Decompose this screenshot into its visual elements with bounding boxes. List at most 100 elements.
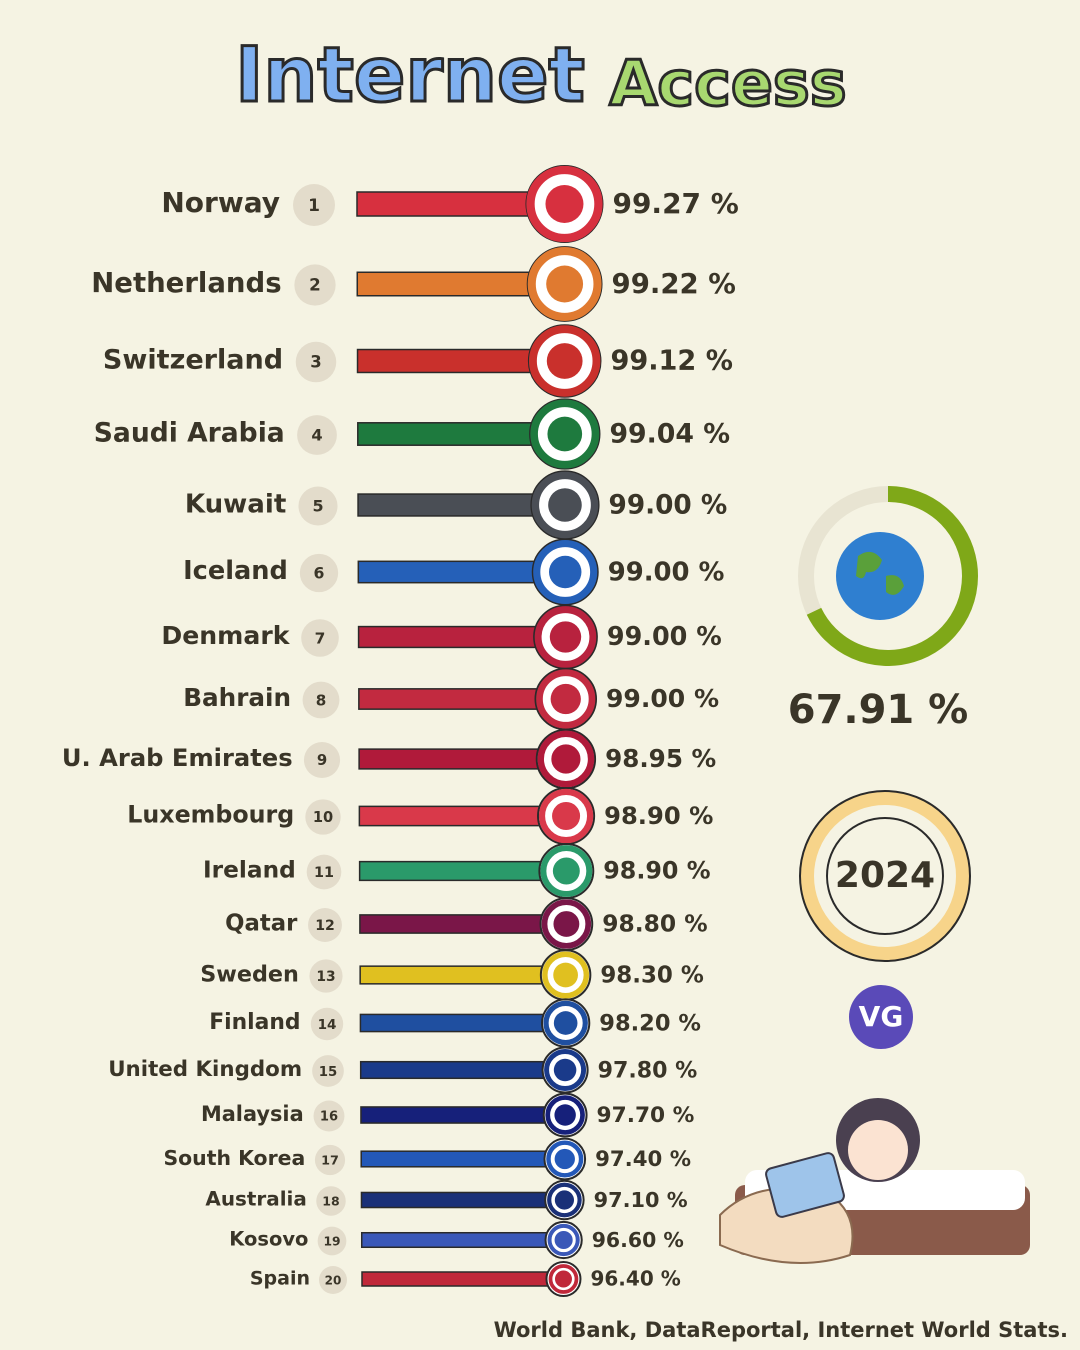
flag-center: [553, 962, 578, 988]
country-label: Sweden: [200, 962, 299, 988]
value-label: 96.40 %: [590, 1267, 680, 1291]
country-label: Spain: [250, 1268, 310, 1290]
country-label: Malaysia: [201, 1102, 304, 1126]
country-label: South Korea: [163, 1146, 305, 1170]
flag-center: [550, 683, 581, 715]
rank-label: 9: [317, 751, 327, 769]
flag-center: [553, 1011, 578, 1035]
rank-badge: [302, 681, 340, 719]
rank-label: 4: [311, 426, 322, 445]
value-label: 99.00 %: [607, 622, 722, 652]
rank-badge: [313, 1100, 345, 1132]
globe-land: [856, 551, 904, 595]
flag-center: [548, 555, 582, 589]
country-label: Kosovo: [229, 1228, 308, 1251]
value-label: 98.90 %: [603, 857, 710, 885]
value-label: 99.12 %: [610, 346, 733, 377]
bar: [360, 1106, 566, 1124]
flag-center: [546, 265, 584, 303]
bar: [359, 914, 568, 934]
rank-badge: [293, 184, 335, 226]
rank-badge: [316, 1186, 346, 1216]
value-label: 98.90 %: [604, 802, 713, 830]
title-word: Access: [609, 47, 846, 120]
rank-label: 11: [314, 865, 334, 881]
bar: [358, 805, 567, 827]
world-ring: [806, 486, 978, 666]
rank-label: 20: [325, 1274, 342, 1288]
country-label: Switzerland: [103, 345, 283, 376]
globe: [836, 532, 924, 620]
rank-badge: [306, 854, 342, 890]
value-label: 99.00 %: [606, 684, 719, 713]
value-label: 99.22 %: [612, 267, 736, 300]
rank-badge: [294, 264, 336, 306]
bar: [359, 965, 567, 985]
rank-label: 2: [309, 275, 321, 295]
value-label: 98.20 %: [599, 1011, 701, 1037]
illustration: [719, 1098, 1030, 1264]
value-label: 97.40 %: [595, 1147, 691, 1172]
rank-label: 5: [312, 497, 323, 516]
flag-center: [545, 185, 584, 223]
rank-label: 13: [316, 969, 335, 985]
value-label: 97.70 %: [597, 1103, 695, 1128]
bar: [359, 1013, 567, 1033]
year-ring-inner: [826, 817, 944, 935]
rank-badge: [298, 486, 338, 526]
value-label: 97.80 %: [598, 1058, 698, 1084]
value-label: 99.00 %: [608, 558, 725, 588]
source: World Bank, DataReportal, Internet World…: [494, 1318, 1068, 1342]
rank-badge: [319, 1266, 347, 1294]
bar: [360, 1150, 566, 1168]
value-label: 97.10 %: [594, 1188, 688, 1212]
value-label: 98.30 %: [600, 963, 704, 989]
flag-center: [548, 488, 582, 522]
flag-center: [553, 1058, 577, 1082]
country-label: Qatar: [225, 911, 298, 937]
flag-center: [546, 343, 583, 379]
rank-label: 17: [321, 1154, 339, 1169]
rank-label: 6: [314, 564, 325, 583]
logo-badge: [849, 985, 913, 1049]
value-label: 98.95 %: [605, 744, 716, 773]
rank-badge: [312, 1055, 344, 1087]
country-label: Saudi Arabia: [94, 418, 285, 449]
value-label: 98.80 %: [602, 910, 707, 938]
rank-label: 3: [310, 353, 321, 372]
year: 2024: [835, 855, 935, 896]
country-label: Iceland: [183, 556, 288, 586]
rank-label: 19: [323, 1235, 340, 1249]
country-label: Kuwait: [185, 490, 286, 520]
rank-badge: [299, 553, 339, 593]
rank-label: 16: [320, 1110, 338, 1125]
flag-center: [554, 1104, 576, 1126]
value-label: 99.00 %: [609, 491, 728, 521]
value-label: 96.60 %: [592, 1228, 684, 1252]
country-label: Norway: [161, 186, 280, 219]
country-label: Bahrain: [183, 683, 291, 712]
rank-badge: [301, 619, 339, 657]
year-ring: [800, 791, 970, 961]
rank-badge: [295, 341, 337, 383]
flag-center: [547, 416, 583, 452]
country-label: Finland: [209, 1010, 300, 1035]
bar: [360, 1191, 566, 1209]
rank-badge: [310, 1007, 344, 1041]
rank-badge: [308, 908, 342, 942]
flag-center: [553, 911, 580, 937]
year-ring-outline: [799, 790, 971, 962]
flag-center: [549, 621, 582, 653]
country-label: Netherlands: [91, 267, 281, 299]
rank-label: 14: [318, 1017, 337, 1033]
bar: [358, 748, 567, 770]
bar: [358, 860, 568, 882]
rank-badge: [297, 415, 337, 455]
rank-label: 18: [322, 1194, 339, 1209]
rank-label: 15: [319, 1065, 338, 1080]
title-word: Internet: [235, 30, 585, 119]
value-label: 99.27 %: [612, 187, 738, 220]
flag-center: [552, 857, 580, 885]
